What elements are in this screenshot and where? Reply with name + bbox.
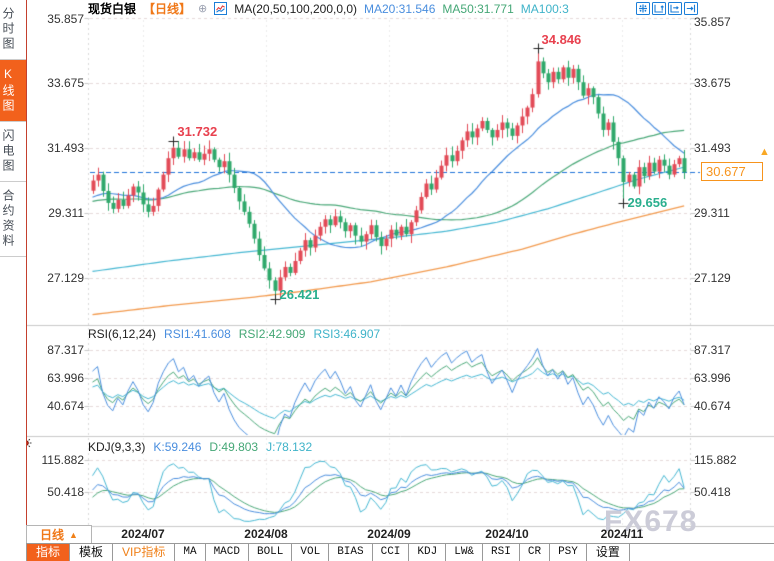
sidebar-item-kline-chart[interactable]: K线图	[0, 60, 26, 122]
tab-vol[interactable]: VOL	[292, 544, 330, 561]
rsi2-value: RSI2:42.909	[238, 327, 306, 341]
month-label: 2024/09	[367, 527, 411, 541]
annotation-high: 34.846	[541, 32, 582, 48]
tab-kdj[interactable]: KDJ	[409, 544, 447, 561]
month-label: 2024/08	[244, 527, 288, 541]
price-axis-label: 29.311	[694, 206, 730, 220]
rsi-axis-label: 63.996	[47, 371, 84, 385]
fx678-watermark: FX678	[604, 505, 698, 538]
period-selector[interactable]: 日线 ▲	[26, 525, 92, 544]
rsi-axis-label: 87.317	[47, 343, 84, 357]
ma-settings-label: MA(20,50,100,200,0,0)	[234, 1, 357, 16]
kdj-title: KDJ(9,3,3)	[88, 440, 146, 454]
rsi-header: RSI(6,12,24) RSI1:41.608 RSI2:42.909 RSI…	[88, 327, 380, 341]
annotation-high: 31.732	[177, 123, 218, 139]
kdj-axis-label: 115.882	[694, 453, 737, 467]
kdj-header: KDJ(9,3,3) K:59.246 D:49.803 J:78.132	[88, 440, 312, 454]
period-arrow-icon: ▲	[69, 529, 78, 540]
circle-plus-icon[interactable]: ⊕	[198, 3, 208, 15]
period-label: 日线	[40, 528, 65, 542]
price-axis-label: 29.311	[48, 206, 84, 220]
rsi-axis-label: 87.317	[694, 343, 731, 357]
tab-lwr[interactable]: LW&	[446, 544, 484, 561]
kdj-axis-label: 115.882	[41, 453, 85, 467]
sidebar-item-lightning-chart[interactable]: 闪电图	[0, 122, 26, 182]
symbol-name: 现货白银	[88, 2, 137, 16]
rsi3-value: RSI3:46.907	[313, 327, 381, 341]
tab-bias[interactable]: BIAS	[329, 544, 373, 561]
tab-rsi[interactable]: RSI	[483, 544, 520, 561]
kdj-k-value: K:59.246	[153, 440, 202, 454]
ma20-value: MA20:31.546	[364, 1, 436, 16]
current-price-box: 30.677	[701, 162, 763, 181]
price-axis-label: 33.675	[47, 76, 84, 90]
month-label: 2024/10	[485, 527, 529, 541]
tab-templates[interactable]: 模板	[70, 544, 114, 561]
price-axis-label: 31.493	[47, 141, 84, 155]
price-axis-label: 27.129	[47, 271, 84, 285]
tab-boll[interactable]: BOLL	[249, 544, 293, 561]
kdj-axis-label: 50.418	[694, 485, 731, 499]
price-up-arrow-icon: ▲	[759, 146, 770, 158]
price-axis-label: 27.129	[694, 271, 731, 285]
kdj-axis-label: 50.418	[47, 485, 84, 499]
rsi-title: RSI(6,12,24)	[88, 327, 157, 341]
rsi-axis-label: 63.996	[694, 371, 731, 385]
kdj-d-value: D:49.803	[209, 440, 259, 454]
crosshair-move-icon[interactable]	[636, 2, 650, 15]
annotation-low: 26.421	[279, 287, 320, 303]
annotation-low: 29.656	[627, 194, 668, 210]
period-tag: 【日线】	[143, 2, 192, 16]
indicator-tabbar: 指标 模板 VIP指标 MA MACD BOLL VOL BIAS CCI KD…	[26, 543, 774, 561]
kdj-j-value: J:78.132	[266, 440, 313, 454]
sidebar-item-time-chart[interactable]: 分时图	[0, 0, 26, 60]
chart-toolbar	[636, 2, 698, 15]
month-label: 2024/07	[121, 527, 165, 541]
sidebar-item-contract-info[interactable]: 合约资料	[0, 182, 26, 257]
tab-cci[interactable]: CCI	[373, 544, 410, 561]
chart-header: 现货白银 【日线】 ⊕ MA(20,50,100,200,0,0) MA20:3…	[88, 1, 569, 17]
axis-scale-horizontal-icon[interactable]	[668, 2, 682, 15]
ma100-value: MA100:3	[520, 1, 569, 16]
chart-type-sidebar: 分时图 K线图 闪电图 合约资料	[0, 0, 27, 561]
rsi-axis-label: 40.674	[694, 399, 731, 413]
tab-indicators[interactable]: 指标	[26, 544, 71, 561]
collapse-panel-icon[interactable]	[684, 2, 698, 15]
tab-cr[interactable]: CR	[520, 544, 551, 561]
tab-settings[interactable]: 设置	[587, 544, 630, 561]
price-axis-label: 35.857	[47, 12, 84, 26]
tab-macd[interactable]: MACD	[206, 544, 249, 561]
price-axis-label: 35.857	[694, 15, 731, 29]
price-axis-label: 31.493	[694, 141, 731, 155]
axis-scale-vertical-icon[interactable]	[652, 2, 666, 15]
price-axis-label: 33.675	[694, 76, 731, 90]
month-label: 2024/11	[600, 527, 644, 541]
rsi-axis-label: 40.674	[47, 399, 84, 413]
tab-psy[interactable]: PSY	[550, 544, 587, 561]
rsi1-value: RSI1:41.608	[164, 327, 231, 341]
tab-vip-indicators[interactable]: VIP指标	[113, 544, 176, 561]
tab-ma[interactable]: MA	[175, 544, 206, 561]
ma50-value: MA50:31.771	[442, 1, 514, 16]
candlestick-mini-icon[interactable]	[214, 2, 228, 15]
